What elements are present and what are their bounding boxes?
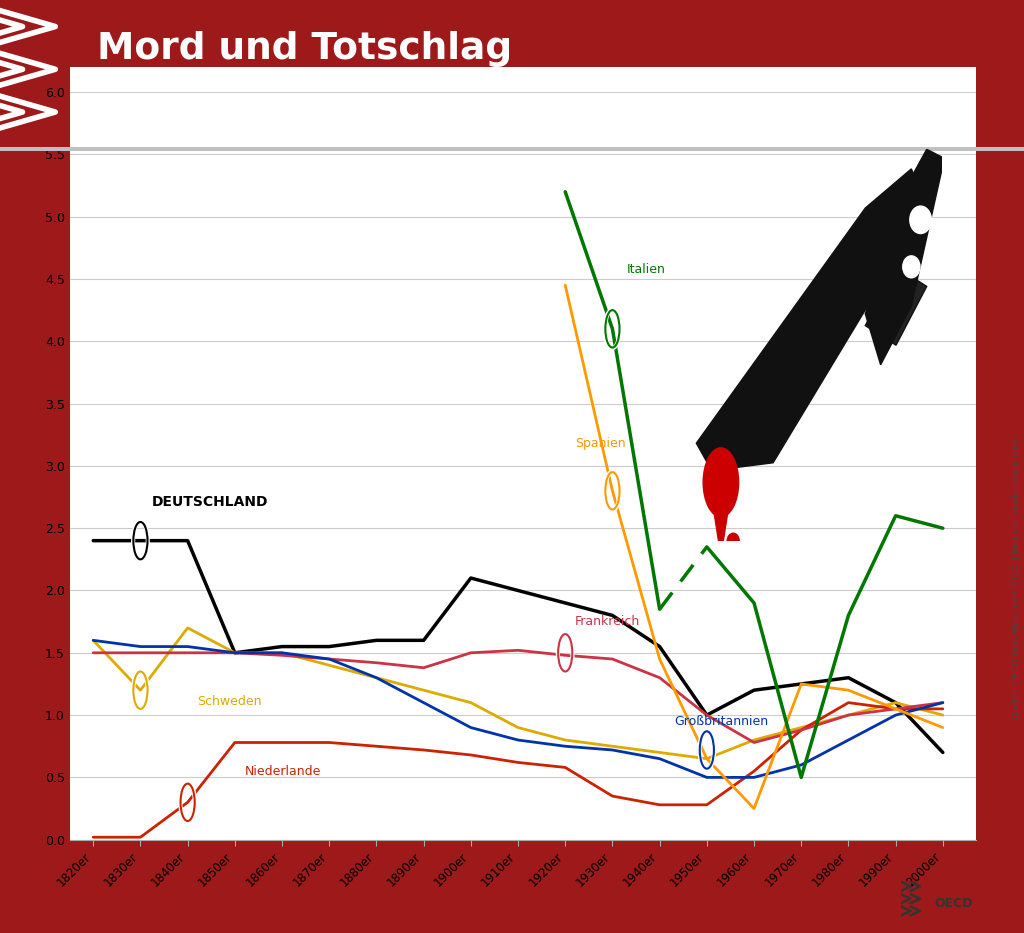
Text: Vorsätzliche Tötungsdelikte pro 100.000 Einwohner, ausgewählte OECD-Länder: Vorsätzliche Tötungsdelikte pro 100.000 … bbox=[97, 112, 785, 130]
Text: Spanien: Spanien bbox=[574, 438, 626, 451]
Polygon shape bbox=[134, 522, 146, 535]
Polygon shape bbox=[605, 485, 620, 491]
Text: OECD: OECD bbox=[934, 897, 973, 910]
Polygon shape bbox=[134, 672, 146, 684]
Polygon shape bbox=[700, 745, 714, 750]
Polygon shape bbox=[696, 169, 927, 470]
Text: Mord und Totschlag: Mord und Totschlag bbox=[97, 31, 512, 66]
Polygon shape bbox=[133, 685, 147, 690]
Polygon shape bbox=[606, 311, 618, 323]
Polygon shape bbox=[559, 634, 571, 647]
Text: DEUTSCHLAND: DEUTSCHLAND bbox=[153, 494, 268, 508]
Ellipse shape bbox=[702, 447, 739, 518]
Polygon shape bbox=[865, 267, 927, 345]
Text: Großbritannien: Großbritannien bbox=[674, 715, 768, 728]
Circle shape bbox=[698, 559, 719, 586]
Text: Italien: Italien bbox=[627, 263, 666, 276]
Polygon shape bbox=[558, 648, 572, 653]
Polygon shape bbox=[133, 535, 147, 540]
Text: Frankreich: Frankreich bbox=[574, 616, 640, 629]
Text: Niederlande: Niederlande bbox=[245, 765, 321, 778]
Polygon shape bbox=[865, 149, 942, 365]
Polygon shape bbox=[181, 785, 195, 796]
Circle shape bbox=[726, 533, 740, 550]
Circle shape bbox=[903, 256, 920, 278]
Polygon shape bbox=[700, 731, 714, 744]
Text: Schweden: Schweden bbox=[197, 695, 261, 708]
Polygon shape bbox=[606, 473, 618, 484]
Circle shape bbox=[910, 206, 932, 233]
Polygon shape bbox=[712, 502, 730, 561]
Polygon shape bbox=[181, 797, 195, 802]
Text: Quelle: OECD How Was Life? 2014 || Bild via shutterstock.com: Quelle: OECD How Was Life? 2014 || Bild … bbox=[1013, 438, 1021, 719]
Polygon shape bbox=[605, 323, 620, 328]
